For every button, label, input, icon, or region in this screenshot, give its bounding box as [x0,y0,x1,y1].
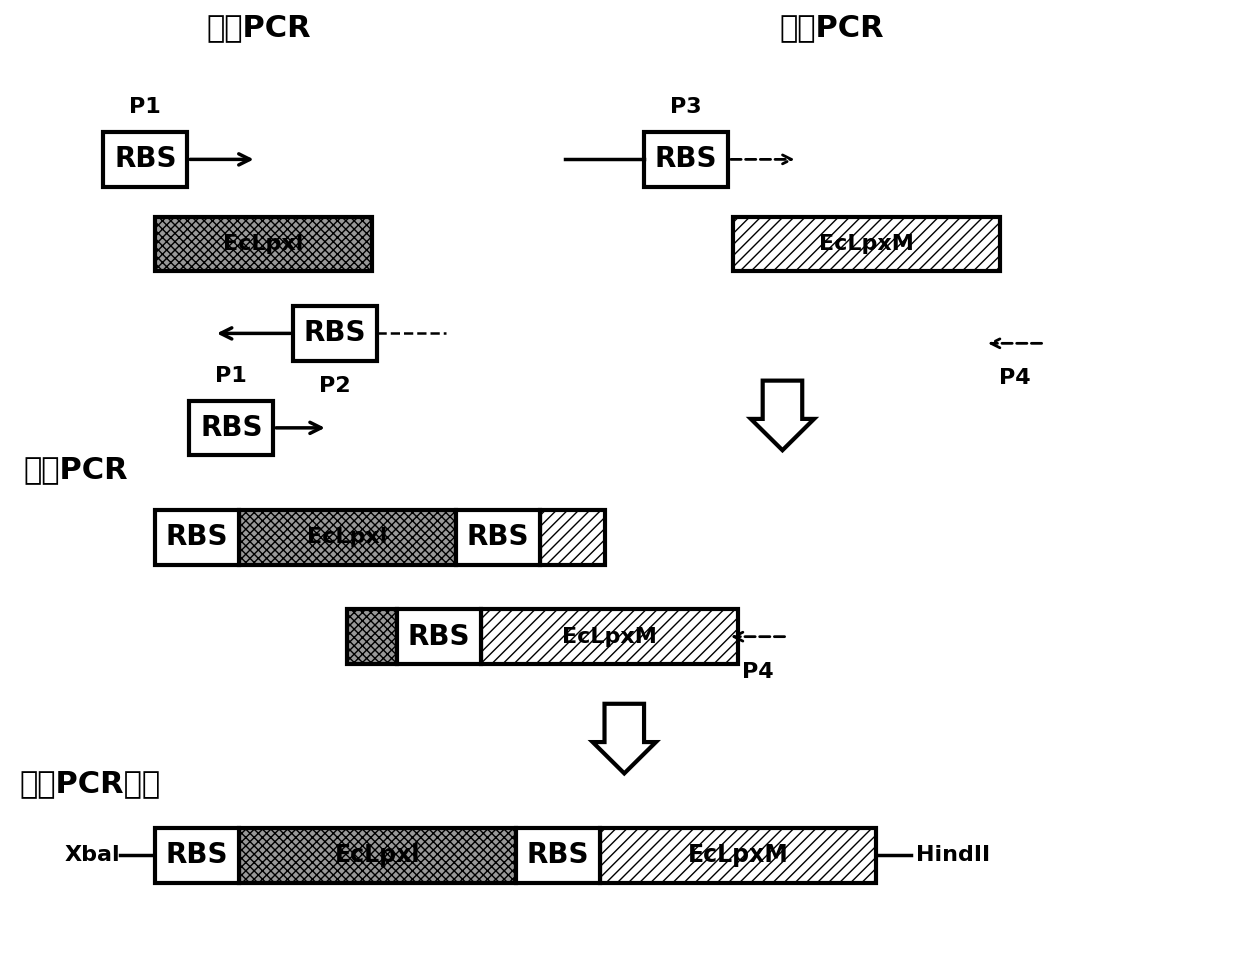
Text: EcLpxM: EcLpxM [562,626,657,647]
Text: RBS: RBS [304,319,366,347]
Bar [155,828,239,883]
Text: HindII: HindII [916,846,990,865]
Text: P2: P2 [319,375,351,396]
Text: RBS: RBS [114,145,176,173]
Polygon shape [593,704,656,773]
Text: RBS: RBS [655,145,717,173]
Bar [397,610,481,664]
Text: RBS: RBS [165,523,228,551]
Bar [190,401,273,455]
Bar [347,610,397,664]
Bar [541,510,605,564]
Text: 第一PCR: 第一PCR [206,13,311,42]
Text: 最终PCR产物: 最终PCR产物 [20,769,161,798]
Text: P4: P4 [999,368,1030,388]
Bar [293,306,377,361]
Text: P1: P1 [129,97,161,118]
Text: EcLpxl: EcLpxl [335,844,420,867]
Text: EcLpxl: EcLpxl [223,234,304,254]
Bar [155,217,372,271]
Bar [733,217,999,271]
Text: 第二PCR: 第二PCR [780,13,884,42]
Text: P3: P3 [671,97,702,118]
Bar [516,828,600,883]
Polygon shape [751,380,815,450]
Text: EcLpxM: EcLpxM [688,844,789,867]
Text: RBS: RBS [200,414,263,442]
Text: 第三PCR: 第三PCR [24,456,128,485]
Text: RBS: RBS [467,523,529,551]
Text: RBS: RBS [526,842,589,869]
Bar [155,510,239,564]
Bar [456,510,541,564]
Bar [103,132,187,187]
Bar [239,828,516,883]
Bar [481,610,738,664]
Text: P4: P4 [742,662,774,681]
Bar [239,510,456,564]
Text: EcLpxl: EcLpxl [308,527,388,547]
Text: Xbal: Xbal [64,846,120,865]
Bar [644,132,728,187]
Text: EcLpxM: EcLpxM [820,234,914,254]
Bar [600,828,877,883]
Text: RBS: RBS [165,842,228,869]
Text: RBS: RBS [408,622,470,651]
Text: P1: P1 [216,366,247,385]
